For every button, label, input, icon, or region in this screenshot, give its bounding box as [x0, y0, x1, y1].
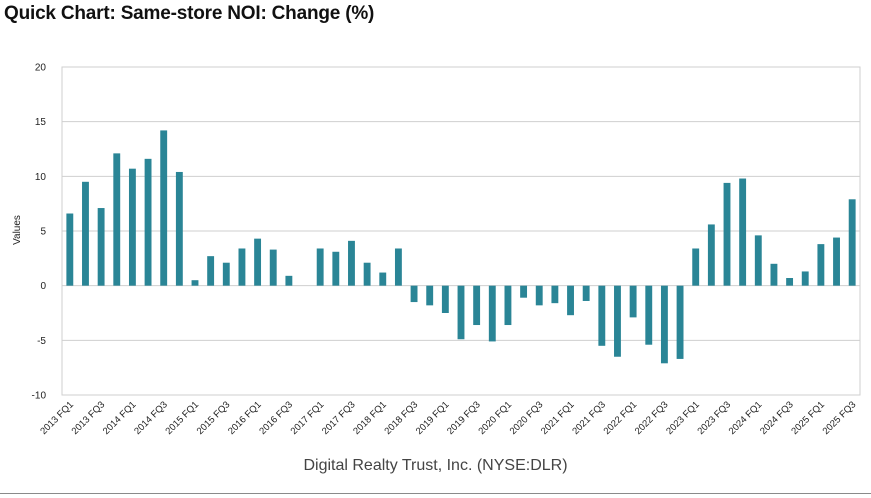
- x-tick-label: 2020 FQ1: [476, 399, 514, 437]
- bar: [833, 237, 840, 286]
- y-tick-label: 15: [35, 117, 47, 128]
- bar: [488, 285, 496, 342]
- y-tick-label: 10: [35, 172, 47, 183]
- x-tick-label: 2020 FQ3: [508, 399, 546, 437]
- x-tick-label: 2013 FQ1: [38, 399, 76, 437]
- bar: [410, 285, 418, 303]
- y-tick-label: 20: [35, 63, 47, 74]
- x-tick-label: 2019 FQ3: [445, 399, 483, 437]
- bar: [207, 256, 215, 286]
- bar: [707, 224, 715, 286]
- x-tick-label: 2017 FQ3: [320, 399, 358, 437]
- bar: [316, 248, 324, 286]
- x-tick-label: 2015 FQ3: [195, 399, 233, 437]
- bar: [379, 272, 387, 286]
- bar: [723, 182, 731, 286]
- bar: [754, 235, 762, 286]
- bar: [629, 285, 637, 318]
- x-tick-label: 2017 FQ1: [289, 399, 327, 437]
- x-tick-label: 2014 FQ3: [132, 399, 170, 437]
- bar: [113, 153, 121, 286]
- y-axis-label: Values: [12, 215, 23, 245]
- bar: [473, 285, 481, 326]
- bar: [848, 199, 856, 286]
- x-tick-label: 2013 FQ3: [70, 399, 108, 437]
- bar: [175, 171, 183, 286]
- bar: [426, 285, 434, 306]
- y-tick-label: 5: [40, 227, 46, 238]
- x-tick-label: 2014 FQ1: [101, 399, 139, 437]
- x-tick-label: 2016 FQ3: [257, 399, 295, 437]
- bar: [598, 285, 606, 346]
- bar: [269, 249, 277, 286]
- x-tick-label: 2023 FQ3: [695, 399, 733, 437]
- x-tick-label: 2023 FQ1: [664, 399, 702, 437]
- bar: [348, 240, 355, 286]
- x-tick-label: 2019 FQ1: [414, 399, 452, 437]
- bar: [97, 208, 105, 286]
- x-tick-label: 2025 FQ1: [789, 399, 827, 437]
- bar: [457, 285, 465, 340]
- x-tick-label: 2021 FQ3: [570, 399, 608, 437]
- bar: [770, 263, 778, 286]
- footer-divider: [0, 493, 871, 494]
- bar: [285, 275, 293, 286]
- bar: [660, 285, 668, 364]
- bar: [692, 248, 700, 286]
- bar: [645, 285, 653, 345]
- bar: [520, 285, 528, 298]
- bar: [191, 280, 199, 286]
- bar: [614, 285, 621, 357]
- bar: [786, 278, 794, 286]
- x-tick-label: 2016 FQ1: [226, 399, 264, 437]
- bar: [567, 285, 574, 316]
- bar: [82, 181, 89, 286]
- bar: [801, 271, 809, 286]
- x-tick-label: 2021 FQ1: [539, 399, 577, 437]
- x-tick-label: 2025 FQ3: [821, 399, 859, 437]
- bar: [582, 285, 590, 301]
- bar: [441, 285, 449, 313]
- chart-title: Quick Chart: Same-store NOI: Change (%): [4, 3, 375, 24]
- x-tick-label: 2022 FQ1: [602, 399, 640, 437]
- y-tick-label: 0: [40, 281, 46, 292]
- bar: [676, 285, 684, 359]
- bar: [504, 285, 512, 326]
- bar: [535, 285, 543, 306]
- bar: [363, 262, 371, 286]
- bar: [739, 178, 747, 286]
- y-tick-label: -5: [37, 336, 46, 347]
- bar: [254, 238, 262, 286]
- bar: [394, 248, 402, 286]
- bar: [332, 251, 340, 286]
- x-tick-label: 2024 FQ1: [727, 399, 765, 437]
- bar: [222, 262, 230, 286]
- bar: [66, 213, 74, 286]
- bar: [551, 285, 559, 304]
- x-tick-label: 2024 FQ3: [758, 399, 796, 437]
- bar: [160, 130, 168, 286]
- x-tick-label: 2015 FQ1: [163, 399, 201, 437]
- bar: [817, 244, 825, 286]
- bar: [144, 158, 152, 286]
- x-tick-label: 2022 FQ3: [633, 399, 671, 437]
- x-tick-label: 2018 FQ1: [351, 399, 389, 437]
- chart-caption: Digital Realty Trust, Inc. (NYSE:DLR): [303, 457, 568, 474]
- x-tick-label: 2018 FQ3: [383, 399, 421, 437]
- bar: [238, 248, 246, 286]
- bar: [128, 168, 136, 286]
- y-tick-label: -10: [32, 391, 47, 402]
